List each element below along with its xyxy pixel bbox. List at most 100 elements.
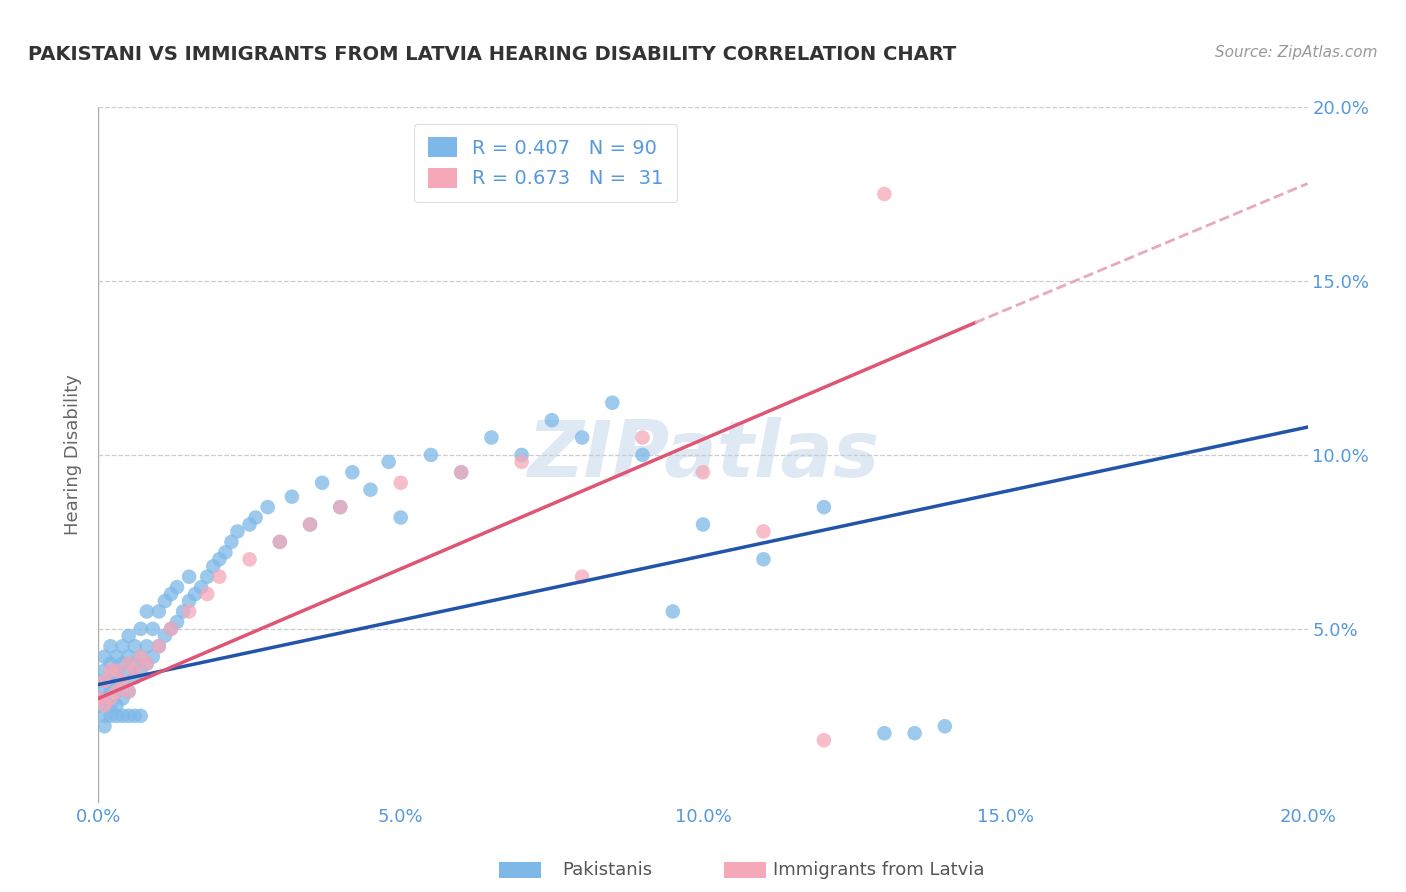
Text: Immigrants from Latvia: Immigrants from Latvia — [773, 861, 984, 879]
Point — [93, 674, 115, 689]
Point — [111, 674, 134, 689]
Point — [245, 510, 267, 524]
Point — [93, 664, 115, 678]
Point — [105, 664, 128, 678]
Point — [142, 649, 165, 664]
Point — [184, 587, 207, 601]
Point — [450, 466, 472, 480]
Point — [135, 657, 157, 671]
Point — [153, 594, 176, 608]
Point — [389, 510, 412, 524]
Point — [269, 534, 291, 549]
Point — [93, 708, 115, 723]
Point — [602, 395, 624, 409]
Point — [239, 552, 262, 566]
Point — [105, 708, 128, 723]
Point — [105, 698, 128, 713]
Point — [873, 187, 896, 202]
Point — [214, 545, 236, 559]
Point — [93, 649, 115, 664]
Point — [221, 534, 243, 549]
Point — [111, 657, 134, 671]
Point — [118, 684, 141, 698]
Point — [118, 684, 141, 698]
Point — [129, 649, 152, 664]
Point — [124, 639, 146, 653]
Point — [281, 490, 304, 504]
Point — [124, 664, 146, 678]
Point — [226, 524, 249, 539]
Text: Source: ZipAtlas.com: Source: ZipAtlas.com — [1215, 45, 1378, 60]
Point — [160, 622, 183, 636]
Point — [100, 664, 122, 678]
Point — [904, 726, 927, 740]
Point — [195, 570, 218, 584]
Point — [239, 517, 262, 532]
Point — [111, 691, 134, 706]
Point — [118, 664, 141, 678]
Point — [148, 639, 170, 653]
Point — [540, 413, 562, 427]
Point — [481, 430, 503, 444]
Point — [160, 622, 183, 636]
Point — [299, 517, 322, 532]
Point — [510, 448, 533, 462]
Point — [160, 587, 183, 601]
Point — [692, 466, 714, 480]
Point — [752, 552, 775, 566]
Point — [389, 475, 412, 490]
Text: Pakistanis: Pakistanis — [562, 861, 652, 879]
Point — [661, 605, 683, 619]
Point — [87, 698, 110, 713]
Point — [105, 649, 128, 664]
Point — [87, 691, 110, 706]
Point — [148, 605, 170, 619]
Point — [124, 657, 146, 671]
Point — [420, 448, 443, 462]
Point — [329, 500, 352, 514]
Point — [208, 570, 231, 584]
Point — [118, 708, 141, 723]
Point — [360, 483, 382, 497]
Y-axis label: Hearing Disability: Hearing Disability — [65, 375, 83, 535]
Point — [118, 649, 141, 664]
Point — [118, 629, 141, 643]
Point — [166, 580, 188, 594]
Point — [129, 664, 152, 678]
Point — [129, 649, 152, 664]
Point — [269, 534, 291, 549]
Point — [100, 674, 122, 689]
Point — [93, 691, 115, 706]
Point — [105, 684, 128, 698]
Point — [111, 708, 134, 723]
Text: ZIPatlas: ZIPatlas — [527, 417, 879, 493]
Point — [129, 708, 152, 723]
Point — [172, 605, 194, 619]
Point — [100, 681, 122, 695]
Point — [100, 657, 122, 671]
Point — [135, 639, 157, 653]
Point — [256, 500, 278, 514]
Point — [87, 691, 110, 706]
Point — [631, 448, 654, 462]
Point — [93, 719, 115, 733]
Point — [179, 594, 201, 608]
Point — [93, 684, 115, 698]
Point — [571, 430, 593, 444]
Point — [179, 570, 201, 584]
Point — [202, 559, 225, 574]
Point — [631, 430, 654, 444]
Point — [195, 587, 218, 601]
Point — [873, 726, 896, 740]
Point — [124, 671, 146, 685]
Point — [93, 698, 115, 713]
Point — [105, 664, 128, 678]
Point — [311, 475, 333, 490]
Point — [571, 570, 593, 584]
Point — [142, 622, 165, 636]
Point — [111, 639, 134, 653]
Point — [166, 615, 188, 629]
Point — [100, 691, 122, 706]
Point — [105, 684, 128, 698]
Point — [129, 622, 152, 636]
